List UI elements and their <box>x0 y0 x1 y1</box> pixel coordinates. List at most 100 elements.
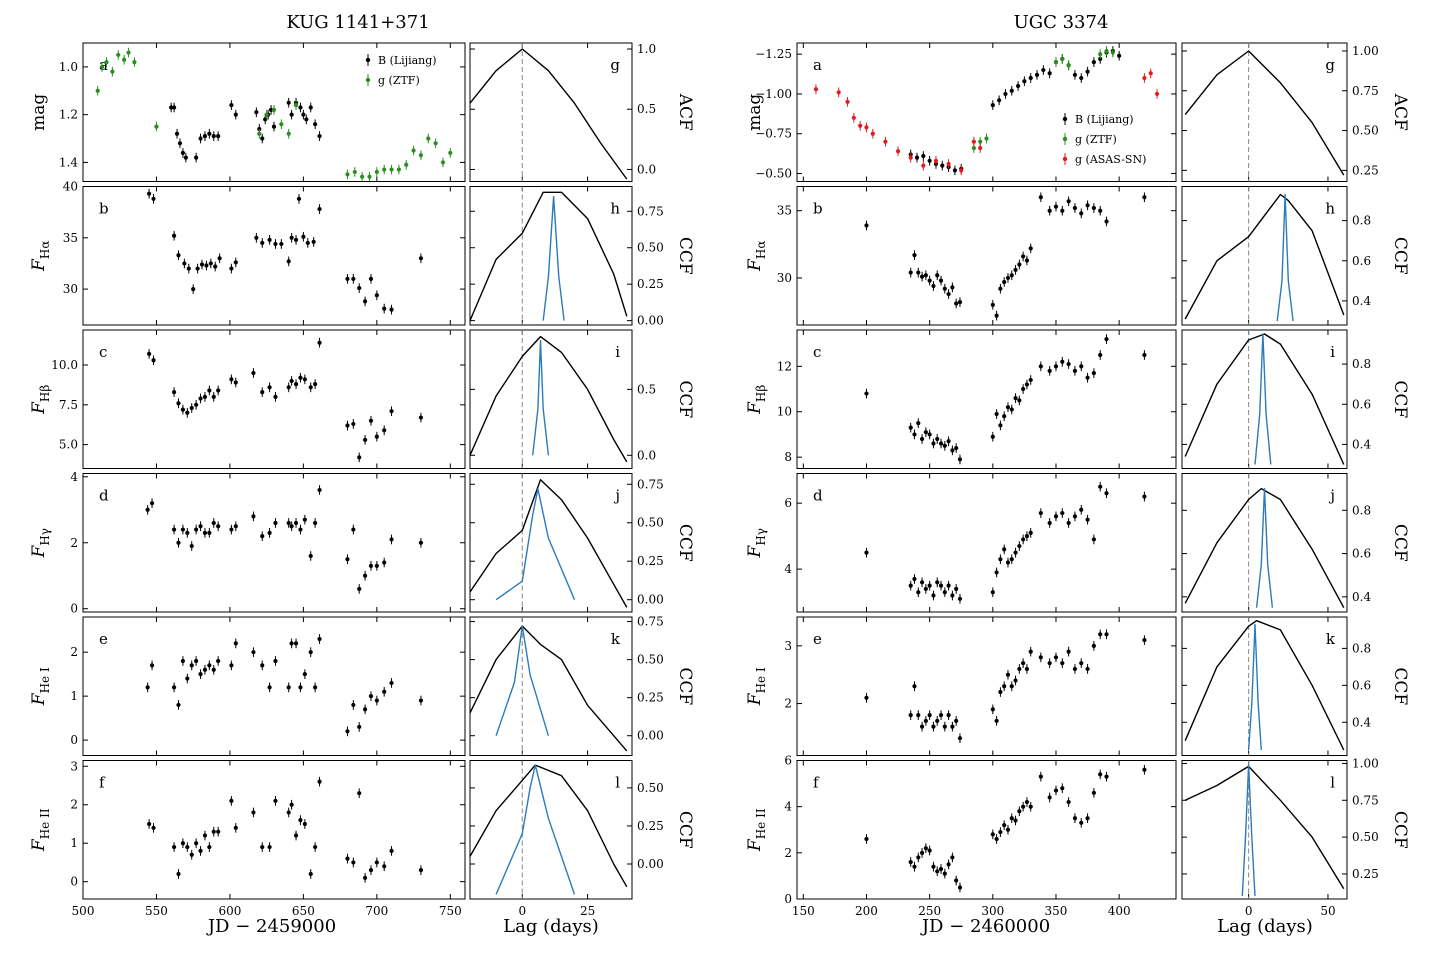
data-point <box>251 650 256 655</box>
data-point <box>994 836 999 842</box>
panel-letter: e <box>813 630 822 648</box>
data-point <box>302 672 307 677</box>
panel-letter: f <box>99 774 106 792</box>
data-point <box>1028 246 1033 251</box>
panel-letter: b <box>99 200 109 218</box>
data-point <box>1047 208 1052 213</box>
x-tick-label: 750 <box>439 904 462 918</box>
data-point <box>267 530 272 535</box>
data-point <box>1028 530 1033 535</box>
data-point <box>1028 649 1033 654</box>
data-point <box>374 293 379 298</box>
data-point <box>950 593 955 598</box>
data-point <box>286 100 291 105</box>
ccf-line <box>1184 765 1345 890</box>
data-point <box>1005 672 1011 677</box>
data-point <box>198 848 203 854</box>
y-tick-label: 1.2 <box>59 108 78 122</box>
left-ccf-panel-l: 0 25 0.00 0.25 0.50 l CCF <box>469 760 695 918</box>
data-point <box>1009 684 1014 689</box>
data-point <box>971 145 976 151</box>
left-title: KUG 1141+371 <box>286 12 429 33</box>
data-point <box>351 702 356 708</box>
data-point <box>440 160 446 165</box>
data-point <box>1079 507 1084 512</box>
right-lc-panel-c: 8 10 12 c FHβ <box>745 329 1177 469</box>
data-point <box>1009 557 1014 562</box>
data-point <box>345 423 350 428</box>
data-point <box>912 432 917 437</box>
y-tick-label: 12 <box>777 359 792 373</box>
y-label-sub: Hβ <box>38 385 52 402</box>
data-point <box>998 286 1003 291</box>
data-point <box>1017 809 1022 814</box>
left-ccf-panel-j: 0.00 0.25 0.50 0.75 j CCF <box>469 473 695 613</box>
data-point <box>1005 827 1011 832</box>
data-point <box>851 115 856 120</box>
lc-frame <box>796 329 1177 469</box>
ccf-axis-label: CCF <box>1390 380 1410 418</box>
data-point <box>279 122 284 127</box>
data-point <box>254 110 259 115</box>
data-point <box>251 514 256 519</box>
ccf-line <box>1184 193 1345 320</box>
data-point <box>946 583 951 588</box>
data-point <box>177 141 183 146</box>
data-point <box>289 802 294 807</box>
lag-tick-label: 25 <box>580 904 595 918</box>
data-point <box>95 88 100 93</box>
data-point <box>145 685 150 690</box>
data-point <box>202 667 208 672</box>
y-tick-label: 1.4 <box>59 155 78 169</box>
data-point <box>1104 632 1109 637</box>
data-point <box>952 168 958 173</box>
data-point <box>813 87 819 92</box>
data-point <box>1104 774 1109 779</box>
data-point <box>946 713 951 718</box>
data-point <box>1041 67 1046 73</box>
data-point <box>864 836 869 842</box>
data-point <box>251 370 256 376</box>
ccf-axis-label: ACF <box>675 93 695 131</box>
data-point <box>289 641 294 646</box>
data-point <box>990 832 995 837</box>
data-point <box>1098 772 1103 777</box>
x-tick-label: 700 <box>365 904 388 918</box>
data-point <box>998 423 1003 428</box>
data-point <box>1060 786 1065 791</box>
lc-frame <box>82 42 466 182</box>
y-axis-label: mag <box>745 94 765 131</box>
data-point <box>957 300 963 305</box>
data-point <box>308 385 313 390</box>
data-point <box>194 841 199 846</box>
data-point <box>229 266 234 271</box>
ccf-frame <box>1181 616 1348 756</box>
data-point <box>183 155 188 160</box>
x-tick-label: 600 <box>218 904 241 918</box>
y-axis-label: FHγ <box>745 528 768 558</box>
data-point <box>1085 517 1090 522</box>
data-point <box>923 430 928 435</box>
data-point <box>216 524 221 529</box>
data-point <box>1017 398 1022 403</box>
ccf-panel-letter: h <box>610 200 620 218</box>
lc-frame <box>82 329 466 469</box>
y-tick-label: 10 <box>777 405 792 419</box>
data-point <box>978 139 983 144</box>
data-point <box>317 340 322 345</box>
legend-label: g (ZTF) <box>1075 133 1117 146</box>
ccf-panel-letter: k <box>611 630 621 648</box>
data-point <box>1017 666 1022 672</box>
data-point <box>216 388 221 393</box>
ccf-tick-label: 0.8 <box>1352 214 1371 228</box>
ccf-panel-letter: j <box>613 487 620 505</box>
data-point <box>923 273 928 278</box>
cccd-line <box>1255 487 1274 608</box>
right-lc-panel-f: 150 200 250 300 350 400 0 2 4 6 f FHe II <box>745 754 1177 918</box>
ccf-tick-label: 0.4 <box>1352 590 1371 604</box>
data-point <box>267 685 272 690</box>
y-tick-label: 0 <box>70 602 78 616</box>
y-tick-label: 30 <box>63 282 78 296</box>
data-point <box>313 685 318 690</box>
data-point <box>147 191 152 196</box>
